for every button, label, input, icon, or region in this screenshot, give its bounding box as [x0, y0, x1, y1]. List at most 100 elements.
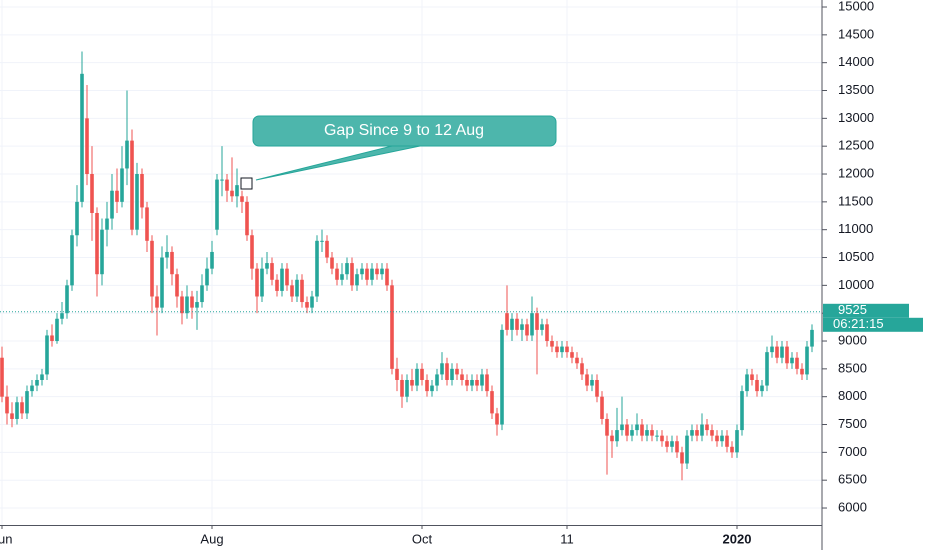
candle-body	[60, 313, 64, 319]
gap-marker	[240, 177, 253, 190]
candle-body	[360, 268, 364, 275]
candle-body	[340, 274, 344, 280]
candle-body	[715, 435, 719, 442]
candle-body	[760, 385, 764, 392]
y-tick-label: 12000	[838, 165, 874, 180]
grid	[0, 0, 822, 525]
candle-body	[30, 385, 34, 392]
y-tick-label: 13000	[838, 110, 874, 125]
candle-body	[125, 140, 129, 169]
candle-body	[285, 268, 289, 286]
candle-body	[390, 285, 394, 369]
candle-body	[75, 201, 79, 236]
candle-body	[505, 313, 509, 330]
candle-body	[180, 296, 184, 314]
candle-body	[150, 240, 154, 297]
candle-body	[790, 357, 794, 364]
candle-body	[255, 268, 259, 297]
candle-body	[350, 263, 354, 286]
candle-body	[440, 363, 444, 375]
candle-body	[375, 268, 379, 275]
candle-body	[710, 430, 714, 436]
y-tick-label: 8500	[838, 360, 867, 375]
candle-body	[745, 374, 749, 392]
candle-body	[65, 285, 69, 314]
candle-body	[500, 329, 504, 425]
candle-body	[290, 285, 294, 297]
x-tick-label: Jun	[0, 531, 12, 546]
candle-body	[740, 391, 744, 431]
candle-body	[230, 190, 234, 197]
candle-body	[310, 296, 314, 308]
candle-body	[405, 379, 409, 397]
candle-body	[305, 302, 309, 308]
candle-body	[200, 285, 204, 303]
candle-body	[690, 430, 694, 436]
candle-body	[590, 379, 594, 386]
candle-body	[45, 335, 49, 375]
candle-body	[465, 379, 469, 386]
candle-body	[610, 435, 614, 442]
candle-body	[400, 379, 404, 397]
candle-body	[460, 374, 464, 380]
callout-tail	[255, 145, 421, 181]
candle-body	[420, 368, 424, 380]
candle-body	[135, 174, 139, 230]
annotation: Gap Since 9 to 12 Aug	[240, 115, 557, 190]
candle-body	[565, 346, 569, 353]
candle-body	[770, 346, 774, 353]
candle-body	[300, 279, 304, 303]
candle-body	[495, 413, 499, 425]
candle-body	[735, 430, 739, 453]
candle-body	[10, 413, 14, 419]
y-tick-label: 8000	[838, 388, 867, 403]
candle-body	[650, 430, 654, 436]
x-tick-label: Oct	[412, 531, 433, 546]
candle-body	[165, 251, 169, 258]
candle-body	[320, 240, 324, 242]
candle-body	[220, 179, 224, 181]
candle-body	[100, 229, 104, 275]
y-tick-label: 14500	[838, 26, 874, 41]
countdown-box	[823, 317, 923, 332]
candle-body	[410, 379, 414, 386]
candle-body	[665, 441, 669, 447]
candle-body	[620, 424, 624, 431]
candle-body	[615, 430, 619, 442]
candle-body	[370, 268, 374, 280]
candle-body	[365, 268, 369, 280]
y-tick-label: 6500	[838, 472, 867, 487]
candle-body	[110, 190, 114, 219]
candle-body	[595, 379, 599, 397]
candle-body	[280, 268, 284, 291]
candle-body	[35, 379, 39, 386]
candle-body	[670, 441, 674, 447]
candle-body	[395, 368, 399, 380]
candle-body	[335, 268, 339, 280]
candle-body	[545, 324, 549, 342]
candle-body	[105, 218, 109, 230]
candle-body	[720, 435, 724, 442]
candle-body	[380, 268, 384, 275]
candle-body	[215, 179, 219, 230]
candle-body	[585, 374, 589, 386]
candle-body	[265, 263, 269, 269]
y-tick-label: 7500	[838, 416, 867, 431]
candle-body	[210, 251, 214, 269]
y-tick-label: 7000	[838, 444, 867, 459]
countdown-label: 06:21:15	[833, 316, 884, 331]
candle-body	[485, 374, 489, 392]
candle-body	[170, 251, 174, 275]
candle-body	[275, 279, 279, 291]
candle-body	[635, 424, 639, 431]
candle-body	[190, 296, 194, 308]
candle-body	[525, 324, 529, 336]
candle-body	[695, 430, 699, 436]
y-tick-label: 10000	[838, 277, 874, 292]
candle-body	[515, 318, 519, 330]
candle-body	[540, 324, 544, 330]
candle-body	[800, 368, 804, 375]
candle-body	[130, 140, 134, 230]
candle-body	[425, 379, 429, 392]
candle-body	[50, 335, 54, 342]
